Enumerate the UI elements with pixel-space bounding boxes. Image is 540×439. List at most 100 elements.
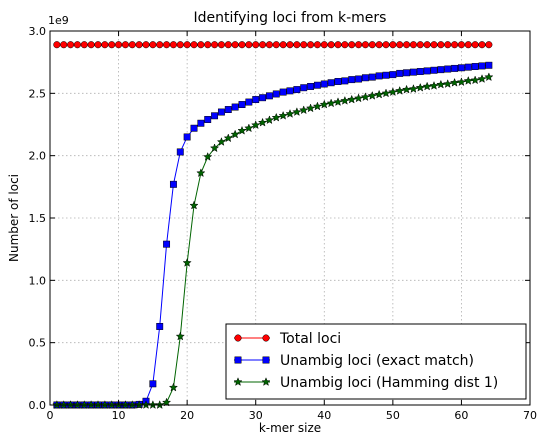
data-point (292, 107, 302, 116)
x-tick-label: 20 (180, 409, 194, 422)
data-point (279, 88, 287, 96)
legend-marker (262, 356, 270, 364)
data-point (264, 115, 275, 125)
data-point (341, 41, 349, 49)
data-point (189, 200, 199, 210)
legend-marker (233, 377, 243, 386)
data-point (278, 110, 288, 120)
data-point (244, 123, 254, 133)
data-point (168, 382, 179, 392)
data-point (444, 41, 452, 49)
data-point (223, 133, 233, 143)
data-point (478, 41, 486, 49)
data-point (381, 88, 391, 98)
data-point (293, 86, 301, 94)
data-point (231, 103, 239, 111)
data-point (251, 120, 261, 130)
data-point (477, 74, 487, 83)
data-point (334, 78, 342, 85)
data-point (457, 41, 465, 49)
data-point (293, 41, 301, 49)
y-tick-label: 3.0 (29, 25, 47, 38)
series-2 (53, 61, 493, 409)
legend-marker (261, 377, 271, 386)
data-point (451, 41, 459, 49)
data-point (87, 41, 95, 49)
data-point (196, 168, 206, 178)
series-1 (53, 41, 493, 49)
data-point (478, 62, 486, 70)
data-point (156, 41, 164, 49)
data-point (53, 41, 61, 49)
data-point (203, 152, 213, 161)
data-point (224, 41, 232, 49)
data-point (416, 41, 424, 49)
data-point (403, 41, 411, 49)
data-point (73, 41, 81, 49)
data-point (257, 117, 268, 127)
data-point (464, 41, 472, 49)
x-tick-label: 70 (523, 409, 537, 422)
data-point (389, 41, 397, 49)
data-point (360, 92, 371, 102)
data-point (408, 84, 419, 93)
data-point (169, 180, 177, 188)
data-point (175, 331, 185, 341)
data-point (353, 93, 364, 103)
data-point (128, 41, 136, 49)
legend-marker (234, 356, 242, 364)
data-point (230, 129, 240, 139)
data-point (485, 61, 493, 69)
data-point (259, 94, 267, 102)
data-point (457, 64, 465, 72)
data-point (368, 73, 376, 81)
data-point (422, 81, 432, 91)
data-point (340, 95, 350, 105)
data-point (183, 133, 191, 141)
data-point (361, 41, 369, 49)
y-tick-label: 1.5 (29, 212, 47, 225)
data-point (348, 76, 356, 84)
x-axis-label: k-mer size (259, 421, 321, 435)
data-point (161, 397, 172, 407)
y-tick-label: 1.0 (29, 274, 47, 287)
series-layer (52, 41, 494, 409)
data-point (423, 41, 431, 49)
data-point (326, 98, 336, 108)
data-point (409, 68, 417, 76)
data-point (115, 41, 123, 49)
y-tick-label: 0.0 (29, 399, 47, 412)
data-point (484, 72, 494, 82)
data-point (238, 41, 246, 49)
data-point (341, 77, 349, 85)
legend-label: Total loci (279, 331, 341, 347)
data-point (437, 66, 445, 74)
data-point (430, 41, 438, 49)
data-point (245, 41, 253, 49)
legend: Total loci Unambig loci (exact match) Unam… (225, 323, 527, 400)
data-point (163, 240, 171, 248)
data-point (279, 41, 287, 49)
data-point (375, 41, 383, 49)
data-point (163, 41, 171, 49)
legend-box (225, 323, 527, 400)
data-point (231, 41, 239, 49)
data-point (135, 41, 143, 49)
data-point (285, 109, 295, 118)
data-point (355, 41, 363, 49)
data-point (217, 41, 225, 49)
data-point (252, 41, 260, 49)
data-point (401, 84, 412, 94)
data-point (312, 101, 323, 111)
data-point (217, 108, 225, 116)
data-point (149, 41, 157, 49)
data-point (429, 80, 439, 90)
data-point (319, 99, 329, 109)
data-point (355, 75, 363, 83)
data-point (60, 41, 68, 49)
data-point (415, 82, 425, 92)
data-point (271, 112, 281, 122)
data-point (265, 41, 273, 49)
y-axis-label: Number of loci (7, 174, 21, 262)
